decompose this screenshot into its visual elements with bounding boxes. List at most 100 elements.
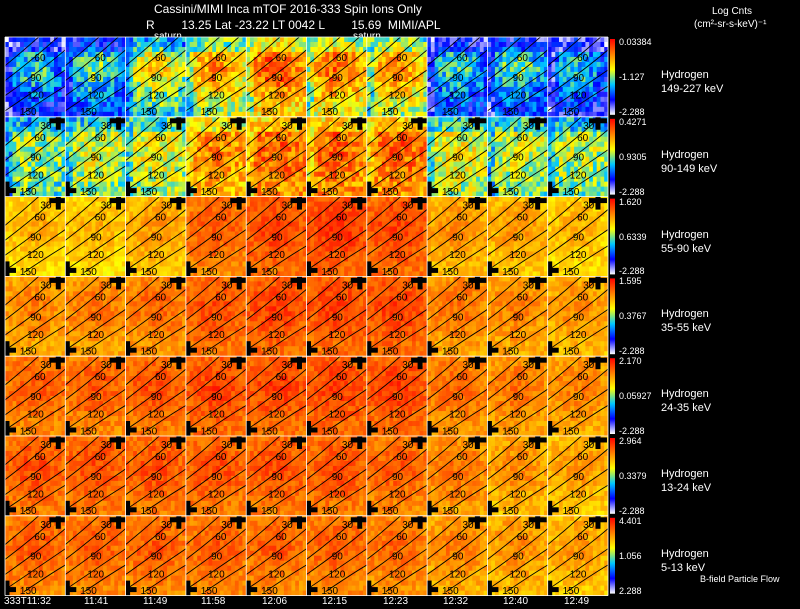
saturn-marker — [109, 196, 126, 210]
energy-label: 24-35 keV — [661, 402, 712, 415]
pitch-angle-contours — [5, 515, 66, 592]
contour-label: 60 — [517, 292, 529, 303]
contour-label: 150 — [502, 267, 519, 278]
contour-label: 150 — [201, 506, 218, 517]
contour-label: 60 — [276, 452, 288, 463]
contour-label: 150 — [382, 426, 399, 437]
contour-label: 60 — [396, 372, 408, 383]
contour-label: 60 — [34, 532, 46, 543]
saturn-marker — [350, 356, 367, 370]
contour-label: 150 — [442, 586, 459, 597]
contour-label: 120 — [208, 490, 225, 501]
contour-label: 90 — [30, 472, 42, 483]
contour-label: 150 — [80, 347, 97, 358]
contour-label: 30 — [523, 360, 535, 371]
contour-label: 60 — [95, 372, 107, 383]
image-cell: 60 90 120 150 — [427, 37, 488, 117]
contour-label: 90 — [332, 392, 344, 403]
species-label: Hydrogen — [661, 388, 709, 401]
pitch-angle-contours — [5, 37, 66, 114]
pitch-angle-contours — [547, 37, 609, 114]
contour-label: 150 — [20, 107, 37, 118]
contour-label: 120 — [268, 569, 285, 580]
saturn-marker — [427, 580, 439, 596]
colorbar — [610, 438, 615, 514]
colorbar-min-label: -2.288 — [619, 346, 645, 357]
contour-label: 60 — [577, 292, 589, 303]
saturn-marker — [487, 580, 499, 596]
contour-label: 30 — [583, 121, 595, 132]
units-title: Log Cnts — [712, 6, 753, 17]
contour-label: 60 — [336, 292, 348, 303]
saturn-marker — [125, 261, 137, 277]
saturn-marker — [487, 341, 499, 357]
energy-label: 90-149 keV — [661, 162, 718, 175]
contour-label: 90 — [332, 153, 344, 164]
contour-label: 120 — [570, 170, 587, 181]
contour-label: 120 — [27, 490, 44, 501]
saturn-marker — [547, 421, 559, 437]
contour-label: 30 — [402, 280, 414, 291]
pitch-angle-contours — [306, 436, 367, 513]
contour-label: 30 — [402, 360, 414, 371]
saturn-marker — [169, 196, 186, 210]
contour-label: 90 — [211, 153, 223, 164]
contour-label: 90 — [452, 73, 464, 84]
contour-label: 30 — [282, 201, 294, 212]
image-cell: 60 90 120 150 — [547, 37, 609, 117]
contour-label: 120 — [208, 250, 225, 261]
contour-label: 60 — [336, 53, 348, 64]
saturn-marker — [246, 500, 258, 516]
saturn-marker — [427, 500, 439, 516]
saturn-marker — [350, 276, 367, 290]
pitch-angle-contours — [487, 116, 548, 193]
contour-label: 90 — [211, 73, 223, 84]
contour-label: 60 — [276, 292, 288, 303]
contour-label: 60 — [34, 292, 46, 303]
contour-label: 150 — [141, 107, 158, 118]
contour-label: 120 — [87, 170, 104, 181]
contour-label: 30 — [101, 440, 113, 451]
contour-label: 120 — [570, 490, 587, 501]
time-label: 11:41 — [84, 596, 109, 607]
contour-label: 30 — [221, 440, 233, 451]
species-label: Hydrogen — [661, 148, 709, 161]
contour-label: 60 — [215, 53, 227, 64]
contour-label: 90 — [332, 472, 344, 483]
contour-label: 150 — [141, 347, 158, 358]
contour-label: 90 — [151, 312, 163, 323]
contour-label: 90 — [573, 392, 585, 403]
contour-label: 150 — [141, 586, 158, 597]
pitch-angle-contours — [306, 356, 367, 433]
pitch-angle-contours — [487, 37, 548, 114]
units-label: (cm²-sr-s-keV)⁻¹ — [694, 19, 767, 30]
saturn-marker — [185, 261, 197, 277]
contour-label: 60 — [457, 372, 469, 383]
contour-label: 90 — [91, 552, 103, 563]
pitch-angle-contours — [185, 276, 247, 353]
orbit-info: R 13.25 Lat -23.22 LT 0042 L 15.69 MIMI/… — [146, 18, 441, 32]
saturn-marker — [366, 261, 378, 277]
contour-label: 30 — [463, 360, 475, 371]
contour-label: 30 — [523, 520, 535, 531]
contour-label: 120 — [87, 330, 104, 341]
saturn-marker — [547, 341, 559, 357]
contour-label: 150 — [382, 347, 399, 358]
contour-label: 120 — [268, 170, 285, 181]
contour-label: 60 — [517, 532, 529, 543]
species-label: Hydrogen — [661, 308, 709, 321]
image-cell: 60 90 120 150 — [366, 37, 428, 117]
contour-label: 120 — [389, 330, 406, 341]
pitch-angle-contours — [246, 116, 307, 193]
